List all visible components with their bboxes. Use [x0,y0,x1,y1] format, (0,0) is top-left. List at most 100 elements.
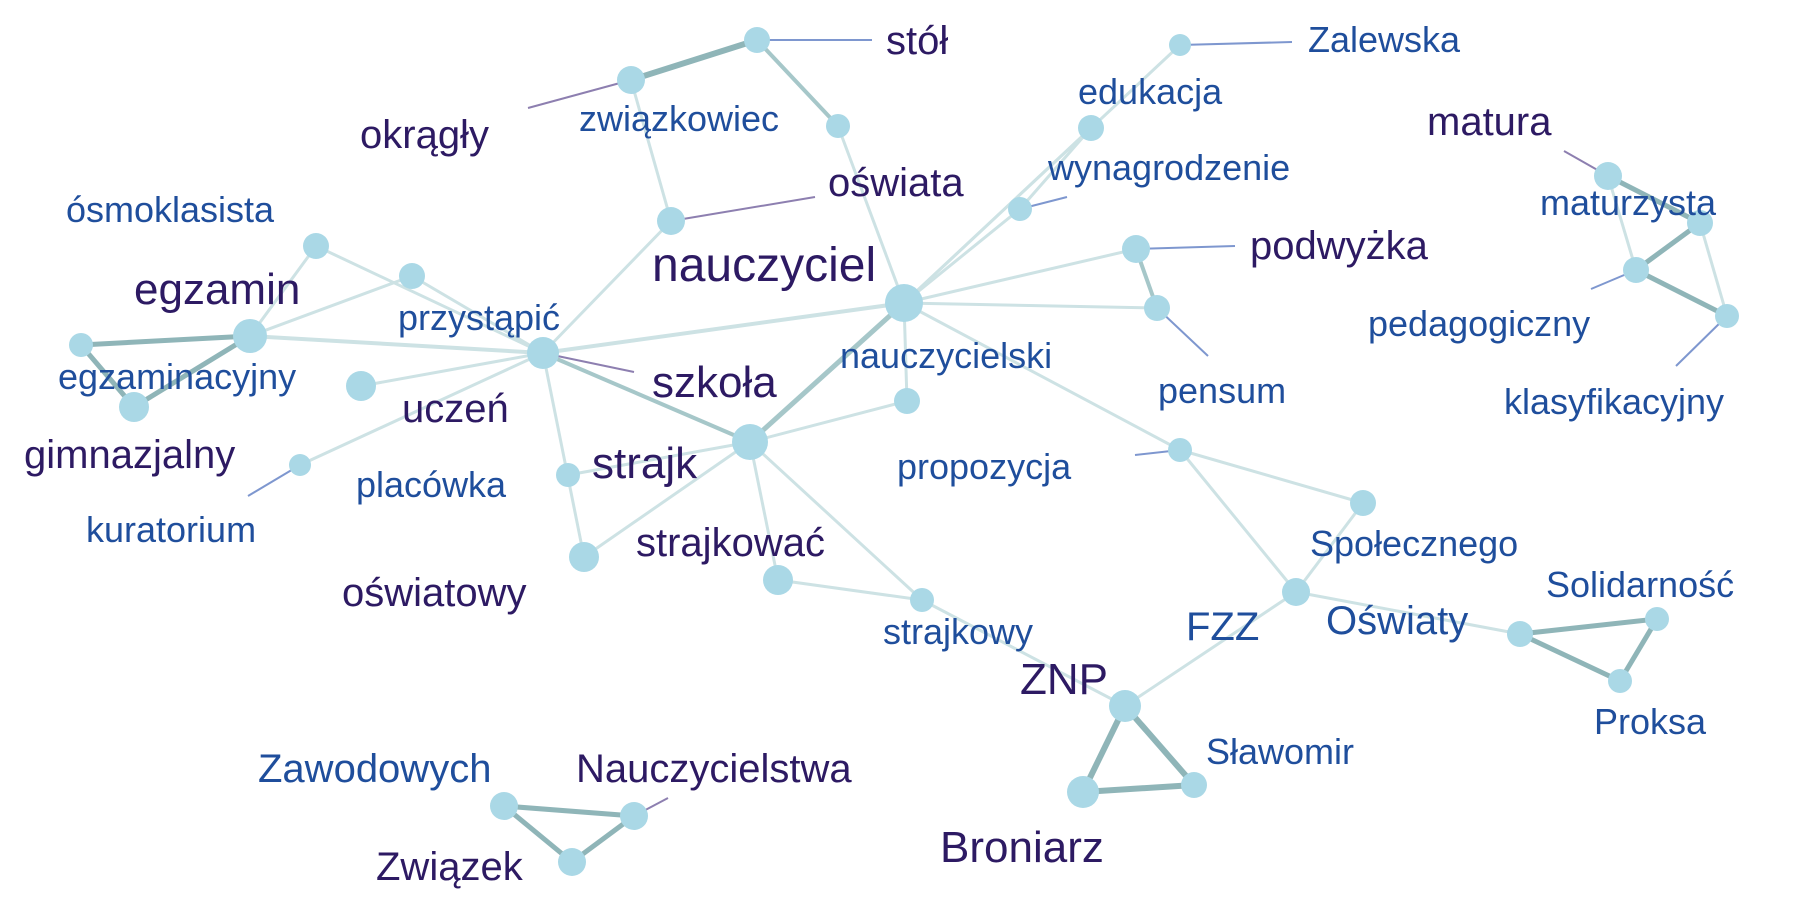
label-egzamin: egzamin [134,265,300,314]
label-znp: ZNP [1020,655,1108,704]
edge-pedagogiczny-klasyfikacyjny [1634,267,1729,319]
edge-kuratorium-przystapic [299,351,544,467]
leader-zalewska [1179,41,1293,46]
edge-stol-zwiazkowiec [755,38,840,128]
edge-wynagrodzenie-edukacja [1018,127,1093,210]
node-slawomir [1181,772,1207,798]
node-wynagrodzenie [1008,197,1032,221]
edge-nauczyciel-strajk [748,301,906,444]
edge-propozycja-fzz [1178,449,1298,593]
edge-znp-slawomir [1122,704,1197,787]
label-podwyzka: podwyżka [1250,224,1429,268]
label-slawomir: Sławomir [1206,731,1354,772]
edge-propozycja-spolecznego [1179,448,1364,505]
node-maturzysta [1687,210,1713,236]
label-zwiazkowiec: związkowiec [579,98,779,139]
node-okragly [617,66,645,94]
edge-maturzysta-klasyfikacyjny [1698,222,1729,317]
leader-podwyzka [1135,245,1236,250]
label-placowka: placówka [356,464,507,505]
label-gimnazjalny: gimnazjalny [24,433,235,477]
label-oswiaty: Oświaty [1326,599,1468,643]
node-gimnazjalny [119,392,149,422]
node-placowka [556,463,580,487]
node-zwiazek [558,848,586,876]
node-oswiaty [1507,621,1533,647]
label-nauczyciel: nauczyciel [652,239,876,292]
edge-egzamin-przystapic [249,334,544,355]
label-zalewska: Zalewska [1308,19,1461,60]
label-klasyfikacyjny: klasyfikacyjny [1504,381,1724,422]
edge-strajkowac-strajkowy [777,578,923,602]
edge-broniarz-slawomir [1082,782,1195,795]
node-stol [744,27,770,53]
edge-fzz-znp [1124,590,1297,708]
label-maturzysta: maturzysta [1540,182,1717,223]
edge-nauczyciel-wynagrodzenie [903,207,1021,305]
edge-egzamin-egzaminacyjny [80,333,251,348]
node-znp [1109,690,1141,722]
label-zwiazek: Związek [376,845,524,889]
label-fzz: FZZ [1186,605,1259,649]
edges-layer [79,37,1729,865]
node-zwiazkowiec [826,114,850,138]
label-matura: matura [1427,100,1552,144]
label-pensum: pensum [1158,370,1286,411]
edge-matura-pedagogiczny [1606,175,1638,271]
edge-strajk-placowka [567,440,751,477]
label-broniarz: Broniarz [940,823,1104,872]
node-proksa [1608,669,1632,693]
label-szkola: szkoła [652,358,777,407]
node-egzamin [233,319,267,353]
nodes-layer [69,27,1739,876]
node-kuratorium [289,454,311,476]
label-spolecznego: Społecznego [1310,523,1518,564]
node-nauczycielski [894,388,920,414]
node-strajkowy [910,588,934,612]
label-okragly: okrągły [360,113,489,157]
label-proksa: Proksa [1594,701,1707,742]
label-osmoklasista: ósmoklasista [66,189,275,230]
edge-stol-okragly [630,37,758,83]
edge-zwiazkowiec-nauczyciel [836,125,906,304]
edge-egzamin-gimnazjalny [132,333,252,410]
node-klasyfikacyjny [1715,304,1739,328]
label-nauczycielstwa: Nauczycielstwa [576,747,852,791]
label-strajk: strajk [592,439,698,488]
label-oswiatowy: oświatowy [342,571,527,615]
label-edukacja: edukacja [1078,71,1223,112]
node-broniarz [1067,776,1099,808]
edge-zawodowych-zwiazek [502,804,574,864]
edge-nauczyciel-podwyzka [903,247,1137,305]
node-nauczycielstwa [620,802,648,830]
edge-strajkowy-znp [921,598,1126,708]
node-pedagogiczny [1623,257,1649,283]
node-matura [1594,162,1622,190]
label-pedagogiczny: pedagogiczny [1368,303,1590,344]
edge-matura-maturzysta [1606,173,1702,226]
edge-maturzysta-pedagogiczny [1634,220,1702,273]
edge-przystapic-node-przystapic [411,274,544,355]
edge-solidarnosc-proksa [1617,617,1660,683]
node-uczen [346,371,376,401]
node-edukacja [1078,115,1104,141]
label-kuratorium: kuratorium [86,509,256,550]
label-przystapic: przystąpić [398,297,560,338]
node-oswiata [657,207,685,235]
edge-strajk-strajkowac [748,441,780,581]
label-wynagrodzenie: wynagrodzenie [1047,147,1290,188]
labels-layer: stół okrągły związkowiec oświata nauczyc… [24,19,1734,889]
edge-strajk-nauczycielski [749,399,908,444]
label-oswiata: oświata [828,161,964,205]
node-zalewska [1169,34,1191,56]
label-strajkowy: strajkowy [883,611,1033,652]
node-zawodowych [490,792,518,820]
node-fzz [1282,578,1310,606]
edge-oswiaty-proksa [1518,631,1622,684]
node-nauczyciel [885,284,923,322]
node-solidarnosc [1645,607,1669,631]
node-podwyzka [1122,235,1150,263]
edge-fzz-oswiaty [1295,590,1521,636]
node-strajkowac [763,565,793,595]
